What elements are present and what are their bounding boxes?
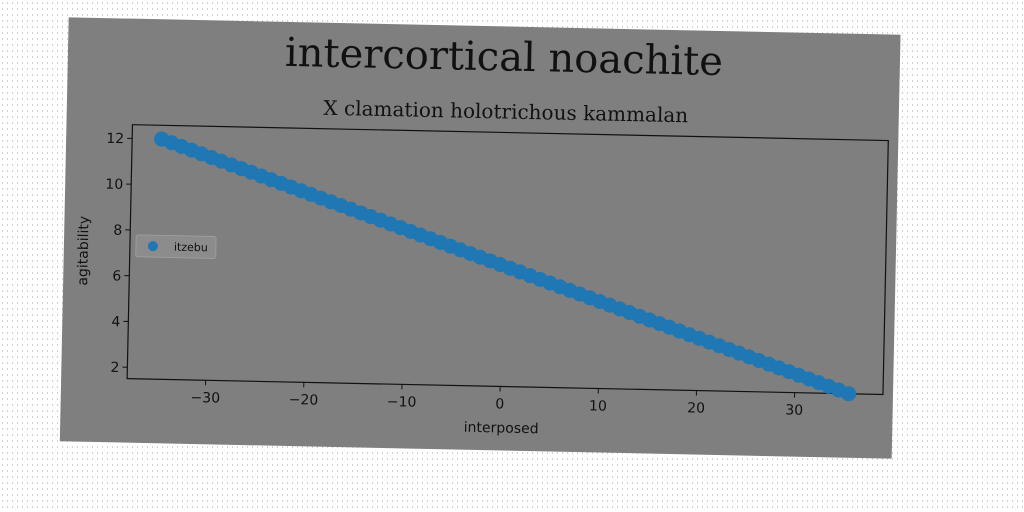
y-tick-label: 12: [106, 131, 124, 147]
y-tick-label: 4: [111, 314, 120, 330]
y-tick-label: 2: [110, 360, 119, 376]
y-axis-label: agitability: [75, 216, 92, 286]
y-tick-label: 10: [105, 177, 123, 193]
data-series: [154, 131, 857, 402]
y-axis: 2 4 6 8 10 12: [105, 131, 133, 376]
x-tick-label: 0: [495, 396, 504, 412]
x-tick-label: −20: [289, 392, 319, 409]
legend-box: [135, 234, 217, 259]
plot-area: [126, 124, 889, 396]
x-tick-label: 30: [785, 402, 803, 418]
x-tick-label: 20: [687, 400, 705, 416]
legend-label: itzebu: [174, 241, 208, 255]
legend-marker: [147, 241, 158, 252]
x-tick-label: 10: [589, 398, 607, 414]
chart-title: intercortical noachite: [284, 30, 723, 85]
y-tick-label: 8: [113, 223, 122, 239]
x-axis: −30 −20 −10 0 10 20 30: [190, 380, 803, 419]
x-tick-label: −30: [190, 390, 220, 407]
x-tick-label: −10: [387, 394, 417, 411]
y-tick-label: 6: [112, 268, 121, 284]
scatter-point: [841, 386, 857, 402]
legend[interactable]: itzebu: [135, 234, 217, 259]
x-axis-label: interposed: [464, 420, 539, 438]
